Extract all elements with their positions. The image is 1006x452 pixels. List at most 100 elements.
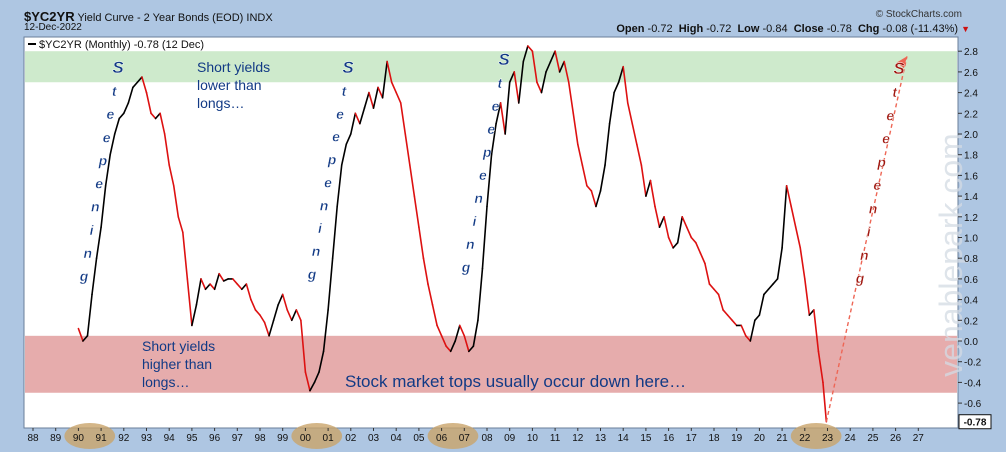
- steepening-letter: p: [327, 152, 337, 168]
- series-segment: [699, 252, 706, 265]
- chart-description: Yield Curve - 2 Year Bonds (EOD): [77, 12, 244, 24]
- series-segment: [695, 241, 702, 254]
- series-segment: [182, 231, 189, 280]
- series-segment: [309, 381, 316, 392]
- steepening-letter: t: [892, 84, 898, 100]
- series-segment: [163, 133, 170, 166]
- steepening-letter: e: [492, 98, 500, 114]
- annotation-short-lower: lower than: [197, 77, 262, 93]
- series-segment: [622, 65, 629, 104]
- x-tick-label: 11: [550, 433, 561, 444]
- y-tick-label: 0.2: [964, 316, 978, 327]
- x-tick-label: 95: [186, 433, 198, 444]
- series-segment: [690, 236, 697, 244]
- series-segment: [363, 91, 370, 109]
- series-segment: [758, 293, 765, 316]
- highlighted-period: [427, 423, 479, 449]
- series-segment: [767, 283, 774, 291]
- series-segment: [477, 267, 484, 322]
- series-segment: [449, 340, 457, 353]
- projection-arrowhead: [896, 56, 907, 69]
- series-segment: [436, 324, 443, 337]
- series-segment: [123, 102, 130, 115]
- series-segment: [490, 122, 497, 156]
- series-segment: [422, 257, 429, 285]
- chg-value: -0.08 (-11.43%): [882, 23, 959, 35]
- ohlc-readout: Open -0.72 High -0.72 Low -0.84 Close -0…: [616, 23, 970, 35]
- x-tick-label: 16: [663, 433, 675, 444]
- x-tick-label: 88: [27, 433, 39, 444]
- series-segment: [399, 102, 407, 135]
- series-segment: [613, 81, 620, 94]
- steepening-letter: n: [83, 245, 92, 261]
- series-segment: [259, 314, 266, 324]
- series-segment: [104, 153, 111, 187]
- series-segment: [186, 278, 193, 327]
- x-tick-label: 23: [822, 433, 834, 444]
- annotation-short-higher: Short yields: [142, 338, 215, 354]
- series-segment: [749, 319, 756, 342]
- highlighted-period: [64, 423, 116, 449]
- series-segment: [581, 164, 588, 187]
- x-tick-label: 18: [708, 433, 720, 444]
- steepening-letter: e: [107, 106, 115, 122]
- steepening-letter: t: [497, 75, 503, 91]
- series-segment: [445, 345, 452, 353]
- steepening-letter: g: [307, 266, 317, 282]
- series-segment: [663, 216, 670, 239]
- series-segment: [213, 272, 220, 291]
- x-tick-label: 92: [118, 433, 130, 444]
- y-tick-label: -0.6: [964, 399, 982, 410]
- series-segment: [290, 309, 298, 322]
- y-tick-label: 1.6: [964, 171, 978, 182]
- y-tick-label: 0.0: [964, 337, 978, 348]
- steepening-letter: e: [886, 107, 894, 123]
- series-segment: [486, 153, 493, 208]
- series-segment: [340, 143, 348, 166]
- series-segment: [204, 283, 211, 291]
- y-tick-label: 0.6: [964, 275, 978, 286]
- x-tick-label: 05: [413, 433, 425, 444]
- series-segment: [359, 107, 366, 125]
- series-segment: [790, 205, 797, 228]
- series-segment: [118, 112, 125, 120]
- annotation-short-higher: higher than: [142, 356, 212, 372]
- series-segment: [195, 278, 202, 306]
- series-segment: [499, 102, 506, 135]
- series-segment: [268, 319, 275, 337]
- series-segment: [481, 205, 488, 270]
- series-segment: [254, 309, 261, 316]
- x-tick-label: 12: [572, 433, 584, 444]
- x-tick-label: 06: [436, 433, 448, 444]
- steepening-letter: p: [482, 144, 492, 160]
- steepening-letter: n: [860, 247, 869, 263]
- series-segment: [109, 133, 116, 156]
- steepening-letter: e: [336, 106, 344, 122]
- series-segment: [754, 314, 761, 322]
- series-segment: [327, 257, 334, 311]
- series-segment: [431, 303, 438, 327]
- red-band: [25, 335, 957, 393]
- series-segment: [799, 247, 806, 280]
- series-segment: [563, 60, 570, 84]
- series-segment: [654, 205, 661, 228]
- steepening-letter: e: [324, 174, 332, 190]
- series-segment: [440, 335, 447, 347]
- chart-header-title: $YC2YR Yield Curve - 2 Year Bonds (EOD) …: [24, 9, 273, 24]
- last-value-tag: [958, 414, 992, 430]
- y-tick-label: 1.4: [964, 192, 978, 203]
- series-segment: [586, 184, 593, 192]
- series-segment: [404, 133, 411, 166]
- series-segment: [822, 381, 828, 423]
- y-tick-label: 1.0: [964, 234, 978, 245]
- x-tick-label: 24: [845, 433, 857, 444]
- series-segment: [95, 226, 102, 260]
- x-tick-label: 01: [323, 433, 335, 444]
- series-segment: [803, 278, 811, 316]
- x-tick-label: 89: [50, 433, 62, 444]
- series-segment: [740, 324, 747, 337]
- series-segment: [395, 91, 402, 104]
- y-tick-label: -0.4: [964, 378, 982, 389]
- series-segment: [418, 226, 425, 260]
